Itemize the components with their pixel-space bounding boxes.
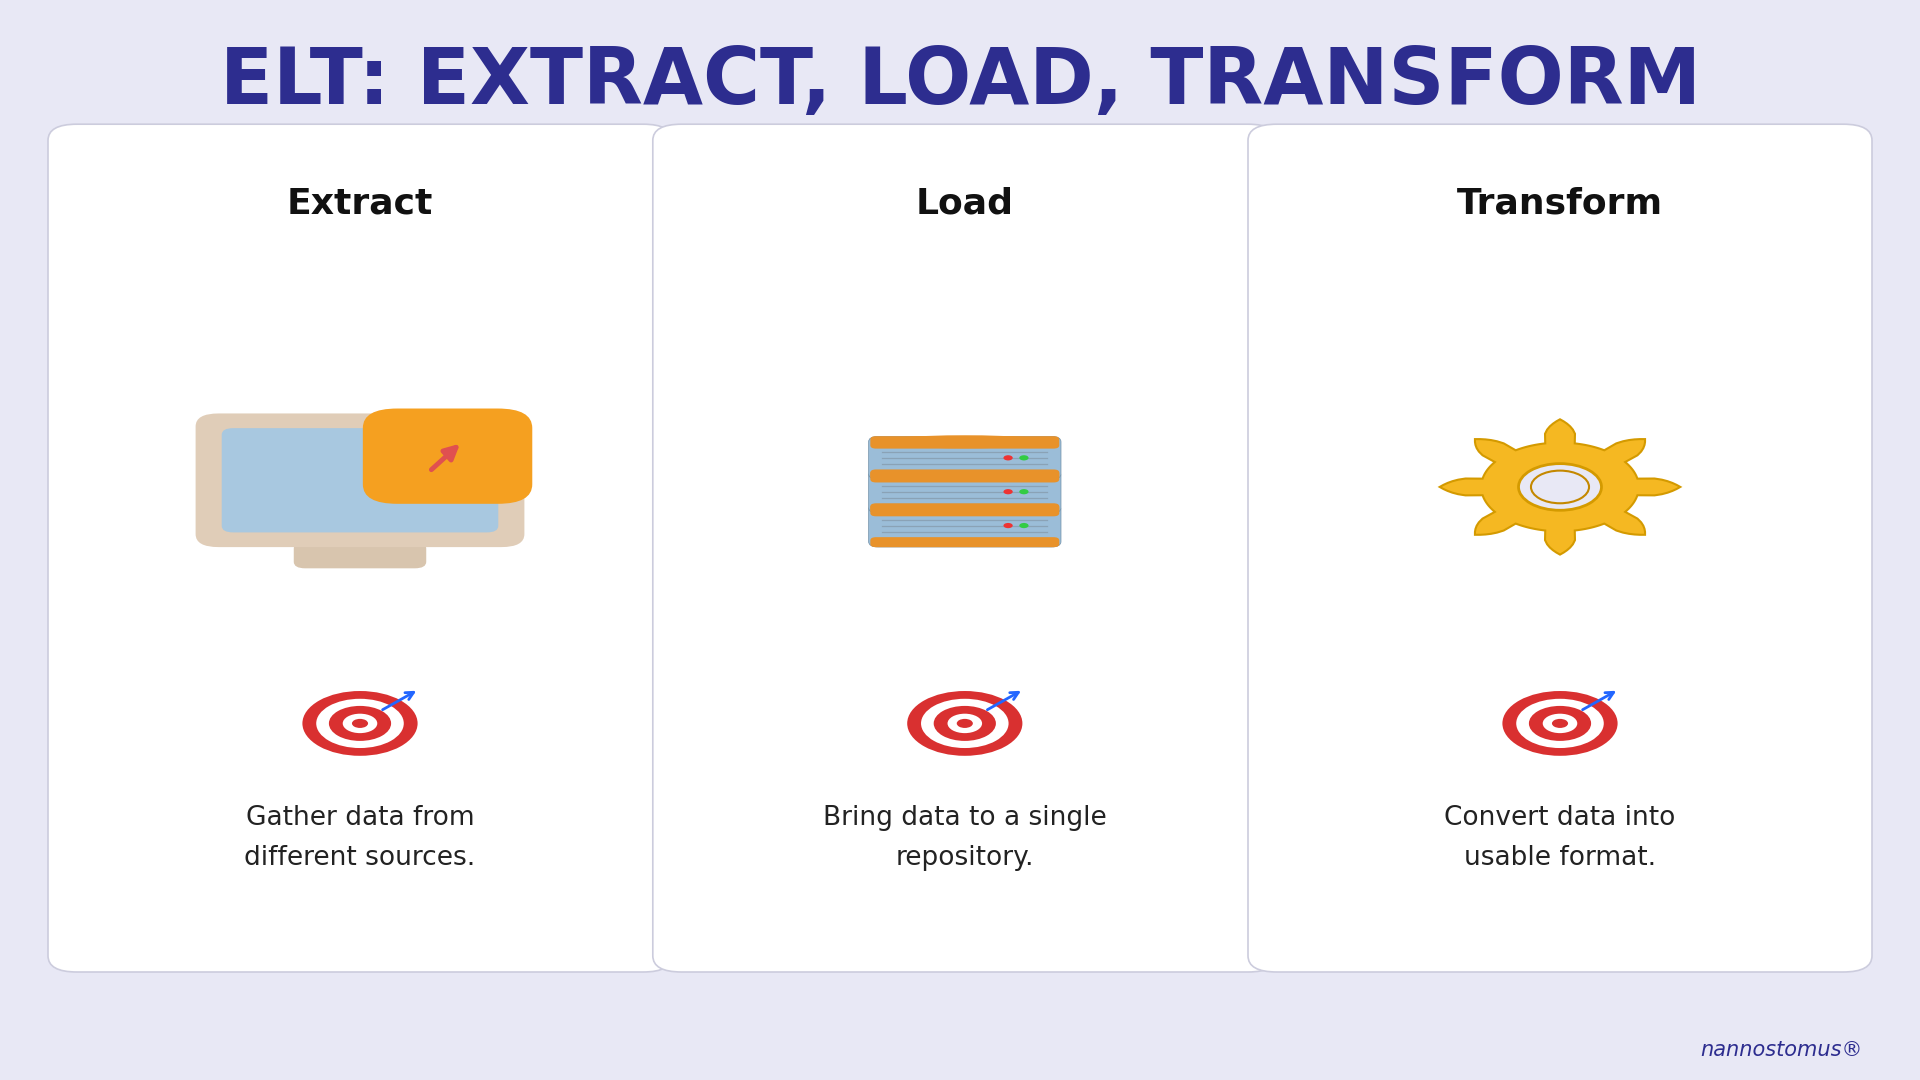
Text: Load: Load	[916, 186, 1014, 220]
FancyBboxPatch shape	[870, 503, 1060, 513]
Ellipse shape	[876, 435, 1054, 448]
Text: ELT: EXTRACT, LOAD, TRANSFORM: ELT: EXTRACT, LOAD, TRANSFORM	[219, 44, 1701, 120]
Text: Extract: Extract	[286, 186, 434, 220]
Circle shape	[1503, 691, 1619, 756]
Text: Bring data to a single
repository.: Bring data to a single repository.	[824, 805, 1106, 870]
FancyBboxPatch shape	[868, 470, 1062, 513]
Circle shape	[922, 699, 1008, 748]
Circle shape	[344, 714, 376, 733]
Circle shape	[1519, 463, 1601, 510]
Circle shape	[906, 691, 1021, 756]
Circle shape	[1528, 706, 1592, 741]
Circle shape	[1544, 714, 1578, 733]
FancyBboxPatch shape	[1248, 124, 1872, 972]
Polygon shape	[1440, 419, 1680, 555]
Circle shape	[317, 699, 403, 748]
Circle shape	[1004, 523, 1012, 528]
Text: Gather data from
different sources.: Gather data from different sources.	[244, 805, 476, 870]
FancyBboxPatch shape	[653, 124, 1277, 972]
Circle shape	[1551, 719, 1569, 728]
FancyBboxPatch shape	[870, 504, 1060, 516]
Circle shape	[1004, 456, 1012, 460]
Circle shape	[933, 706, 996, 741]
Circle shape	[956, 719, 973, 728]
FancyBboxPatch shape	[363, 408, 532, 503]
FancyBboxPatch shape	[870, 470, 1060, 483]
Circle shape	[1004, 489, 1012, 495]
Circle shape	[1517, 699, 1603, 748]
Circle shape	[1020, 523, 1029, 528]
Text: nannostomus®: nannostomus®	[1699, 1040, 1862, 1059]
FancyBboxPatch shape	[868, 436, 1062, 480]
Circle shape	[328, 706, 392, 741]
FancyBboxPatch shape	[868, 504, 1062, 546]
Text: Convert data into
usable format.: Convert data into usable format.	[1444, 805, 1676, 870]
Circle shape	[948, 714, 981, 733]
FancyBboxPatch shape	[870, 470, 1060, 480]
FancyBboxPatch shape	[294, 542, 426, 568]
FancyBboxPatch shape	[342, 530, 378, 552]
Circle shape	[1020, 489, 1029, 495]
Circle shape	[1020, 456, 1029, 460]
Circle shape	[301, 691, 419, 756]
FancyBboxPatch shape	[48, 124, 672, 972]
FancyBboxPatch shape	[870, 436, 1060, 448]
FancyBboxPatch shape	[221, 428, 499, 532]
Circle shape	[351, 719, 369, 728]
FancyBboxPatch shape	[870, 537, 1060, 548]
FancyBboxPatch shape	[196, 414, 524, 548]
Text: Transform: Transform	[1457, 186, 1663, 220]
